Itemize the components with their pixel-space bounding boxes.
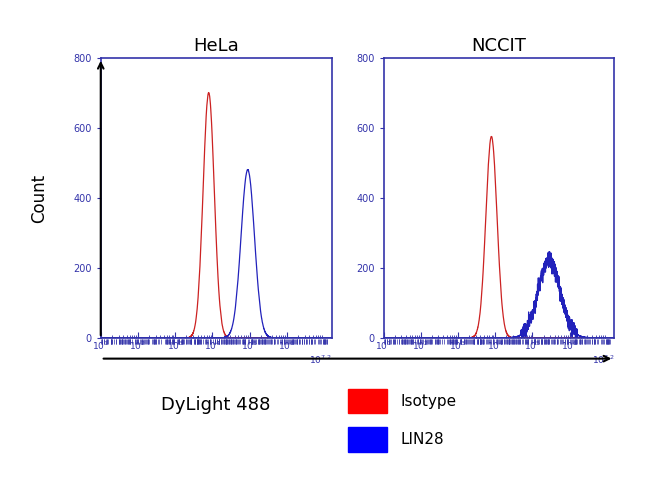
Text: DyLight 488: DyLight 488 xyxy=(161,396,271,414)
Text: Count: Count xyxy=(30,173,48,223)
Bar xyxy=(348,427,387,452)
Text: $\mathit{10^{7.2}}$: $\mathit{10^{7.2}}$ xyxy=(592,354,614,366)
Text: $\mathit{10^{7.2}}$: $\mathit{10^{7.2}}$ xyxy=(309,354,332,366)
Title: NCCIT: NCCIT xyxy=(471,37,526,55)
Text: LIN28: LIN28 xyxy=(400,432,444,447)
Title: HeLa: HeLa xyxy=(193,37,239,55)
Text: Isotype: Isotype xyxy=(400,394,456,409)
Bar xyxy=(348,389,387,413)
